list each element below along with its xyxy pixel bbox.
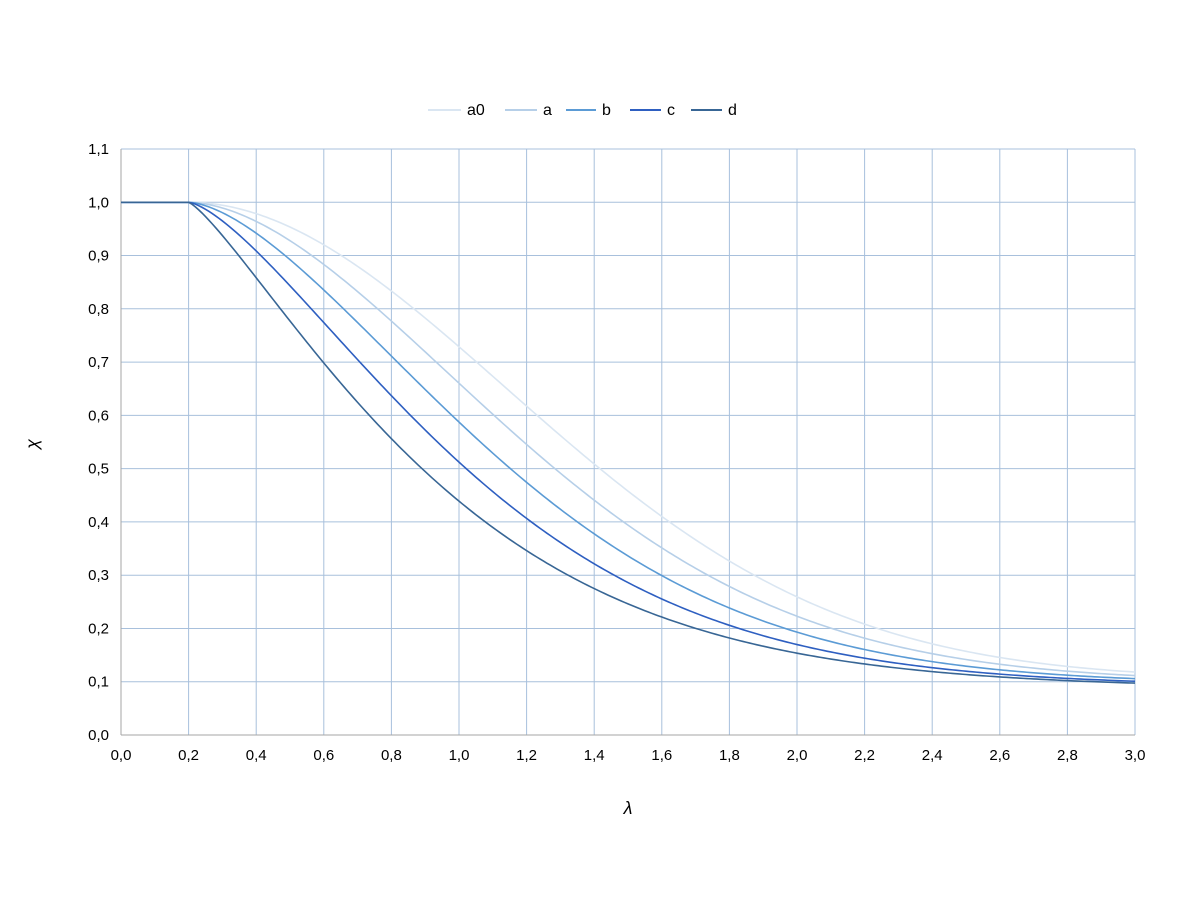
svg-text:0,3: 0,3 bbox=[88, 567, 109, 584]
svg-text:2,2: 2,2 bbox=[854, 747, 875, 764]
svg-text:0,0: 0,0 bbox=[88, 727, 109, 744]
svg-text:1,6: 1,6 bbox=[651, 747, 672, 764]
svg-text:0,8: 0,8 bbox=[381, 747, 402, 764]
svg-text:1,1: 1,1 bbox=[88, 141, 109, 158]
svg-text:0,9: 0,9 bbox=[88, 248, 109, 265]
svg-text:0,2: 0,2 bbox=[178, 747, 199, 764]
svg-text:0,8: 0,8 bbox=[88, 301, 109, 318]
svg-text:0,0: 0,0 bbox=[111, 747, 132, 764]
svg-text:0,7: 0,7 bbox=[88, 354, 109, 371]
svg-text:1,4: 1,4 bbox=[584, 747, 605, 764]
svg-text:1,0: 1,0 bbox=[449, 747, 470, 764]
svg-text:0,4: 0,4 bbox=[246, 747, 267, 764]
svg-text:1,2: 1,2 bbox=[516, 747, 537, 764]
svg-text:χ: χ bbox=[22, 438, 42, 451]
svg-text:a0: a0 bbox=[467, 102, 485, 119]
svg-text:1,8: 1,8 bbox=[719, 747, 740, 764]
svg-text:2,6: 2,6 bbox=[989, 747, 1010, 764]
svg-text:3,0: 3,0 bbox=[1125, 747, 1146, 764]
svg-text:d: d bbox=[728, 102, 737, 119]
svg-text:0,2: 0,2 bbox=[88, 620, 109, 637]
svg-text:0,5: 0,5 bbox=[88, 461, 109, 478]
svg-text:0,1: 0,1 bbox=[88, 674, 109, 691]
svg-text:0,4: 0,4 bbox=[88, 514, 109, 531]
svg-text:2,8: 2,8 bbox=[1057, 747, 1078, 764]
svg-text:c: c bbox=[667, 102, 675, 119]
svg-text:1,0: 1,0 bbox=[88, 194, 109, 211]
svg-text:0,6: 0,6 bbox=[88, 407, 109, 424]
svg-text:λ: λ bbox=[623, 798, 633, 818]
svg-text:b: b bbox=[602, 102, 611, 119]
svg-text:2,4: 2,4 bbox=[922, 747, 943, 764]
svg-text:0,6: 0,6 bbox=[313, 747, 334, 764]
svg-text:2,0: 2,0 bbox=[787, 747, 808, 764]
svg-text:a: a bbox=[543, 102, 552, 119]
